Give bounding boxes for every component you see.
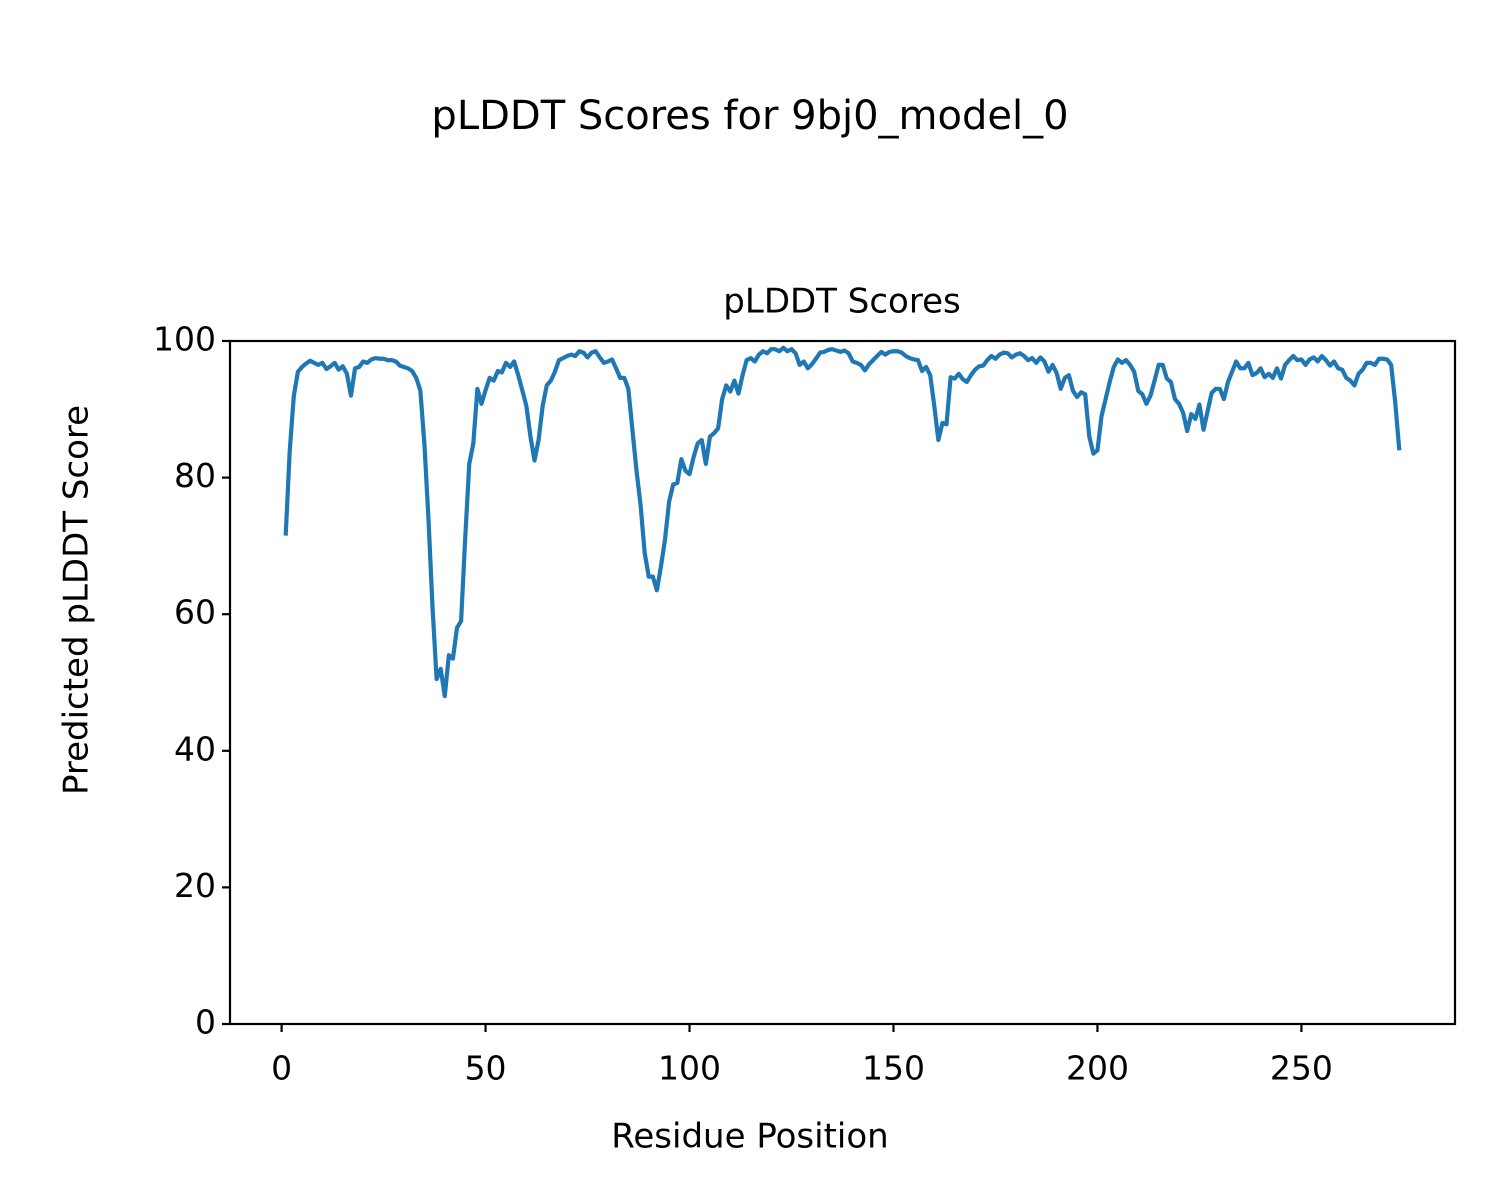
y-tick-label: 60: [174, 593, 216, 632]
y-axis-label: Predicted pLDDT Score: [57, 405, 97, 795]
x-tick-label: 250: [1270, 1049, 1333, 1088]
x-tick-label: 150: [862, 1049, 925, 1088]
x-axis-label: Residue Position: [611, 1117, 888, 1157]
line-series: [283, 345, 1402, 699]
plot-frame: [228, 339, 1457, 1026]
x-tick-label: 100: [658, 1049, 721, 1088]
y-tick-label: 0: [195, 1003, 216, 1042]
axes-title: pLDDT Scores: [723, 282, 960, 322]
x-tick-label: 200: [1066, 1049, 1129, 1088]
y-tick-label: 100: [153, 320, 216, 359]
y-tick-label: 40: [174, 729, 216, 768]
x-tick-label: 0: [271, 1049, 292, 1088]
y-tick-label: 80: [174, 456, 216, 495]
x-tick-label: 50: [465, 1049, 507, 1088]
chart-title: pLDDT Scores for 9bj0_model_0: [431, 93, 1068, 139]
y-tick-label: 20: [174, 866, 216, 905]
